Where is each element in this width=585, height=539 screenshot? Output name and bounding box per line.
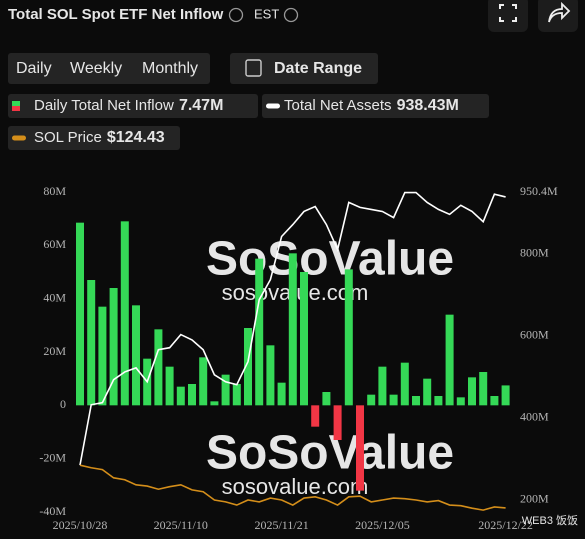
bar	[277, 382, 286, 406]
bar	[389, 394, 398, 406]
legend-swatch	[12, 101, 20, 106]
y-tick-label: 0	[60, 397, 66, 411]
bar	[244, 328, 252, 406]
bar	[367, 394, 376, 406]
legend: Daily Total Net Inflow 7.47M Total Net Ass…	[8, 94, 489, 150]
bar	[221, 374, 230, 406]
watermark-url: sosovalue.com	[222, 474, 369, 499]
legend-value: 7.47M	[179, 97, 223, 114]
calendar-icon	[245, 59, 262, 77]
legend-box	[262, 94, 489, 118]
legend-swatch	[12, 135, 26, 141]
y-tick-label: 40M	[43, 290, 66, 304]
legend-value: $124.43	[107, 129, 165, 146]
bar	[468, 377, 476, 406]
bar	[188, 384, 196, 406]
bar	[322, 392, 331, 406]
bar	[288, 253, 297, 406]
y2-tick-label: 800M	[520, 245, 549, 259]
bar	[333, 405, 342, 440]
legend-label: Daily Total Net Inflow	[34, 97, 174, 114]
legend-box	[8, 94, 258, 118]
y2-tick-label: 950.4M	[520, 184, 558, 198]
bar	[120, 221, 129, 406]
bar	[76, 222, 84, 406]
bar	[490, 396, 499, 406]
x-tick-label: 2025/12/05	[355, 518, 410, 532]
bar	[456, 397, 465, 406]
y2-tick-label: 600M	[520, 328, 549, 342]
info-icon[interactable]	[228, 7, 244, 23]
tab-group	[8, 53, 210, 84]
tab-weekly[interactable]: Weekly	[70, 60, 122, 77]
date-range-label[interactable]: Date Range	[274, 60, 362, 77]
legend-swatch	[12, 106, 20, 111]
bar	[300, 272, 308, 406]
bar	[176, 386, 185, 406]
y-tick-label: -40M	[39, 504, 66, 518]
y-tick-label: 60M	[43, 237, 66, 251]
legend-box	[8, 126, 180, 150]
bar	[210, 401, 219, 406]
y-tick-label: 20M	[43, 344, 66, 358]
bar	[232, 384, 241, 406]
x-tick-label: 2025/12/22	[478, 518, 533, 532]
x-tick-label: 2025/10/28	[53, 518, 108, 532]
bar	[199, 357, 208, 406]
title: Total SOL Spot ETF Net Inflow	[8, 6, 224, 23]
bar	[434, 396, 443, 406]
watermark: SoSoValue	[206, 427, 454, 480]
bar	[344, 269, 353, 406]
y2-tick-label: 200M	[520, 492, 549, 506]
share-button[interactable]	[538, 0, 578, 32]
info-icon[interactable]	[283, 7, 299, 23]
watermark: SoSoValue	[206, 233, 454, 286]
overlay-caption: WEB3 饭饭	[522, 514, 578, 527]
bar	[165, 366, 174, 406]
line	[79, 464, 506, 511]
bar	[400, 362, 409, 406]
fullscreen-button[interactable]	[488, 0, 528, 32]
date-range-button[interactable]	[230, 53, 378, 84]
legend-label: Total Net Assets	[284, 97, 392, 114]
line	[79, 191, 506, 466]
bar	[479, 372, 488, 406]
legend-label: SOL Price	[34, 129, 102, 146]
bar	[423, 378, 432, 406]
bar	[356, 405, 364, 491]
bar	[154, 329, 163, 406]
legend-value: 938.43M	[397, 97, 459, 114]
bar	[311, 405, 320, 427]
bar	[266, 345, 275, 406]
bar	[255, 258, 264, 406]
legend-swatch	[266, 103, 280, 109]
bar	[87, 280, 96, 406]
bar	[98, 306, 107, 406]
y-tick-label: -20M	[39, 450, 66, 464]
bar	[132, 305, 140, 406]
timezone: EST	[254, 6, 279, 21]
bar	[412, 396, 420, 406]
bar	[445, 314, 454, 406]
x-tick-label: 2025/11/21	[254, 518, 308, 532]
bar	[501, 385, 510, 406]
y-tick-label: 80M	[43, 184, 66, 198]
bar	[378, 366, 387, 406]
bar	[109, 288, 118, 406]
x-tick-label: 2025/11/10	[154, 518, 208, 532]
y2-tick-label: 400M	[520, 410, 549, 424]
tab-daily[interactable]: Daily	[16, 60, 52, 77]
plot: 80M 60M 40M 20M 0 -20M -40M 950.4M 800M 600M 400M 2…	[39, 184, 558, 532]
tab-monthly[interactable]: Monthly	[142, 60, 198, 77]
